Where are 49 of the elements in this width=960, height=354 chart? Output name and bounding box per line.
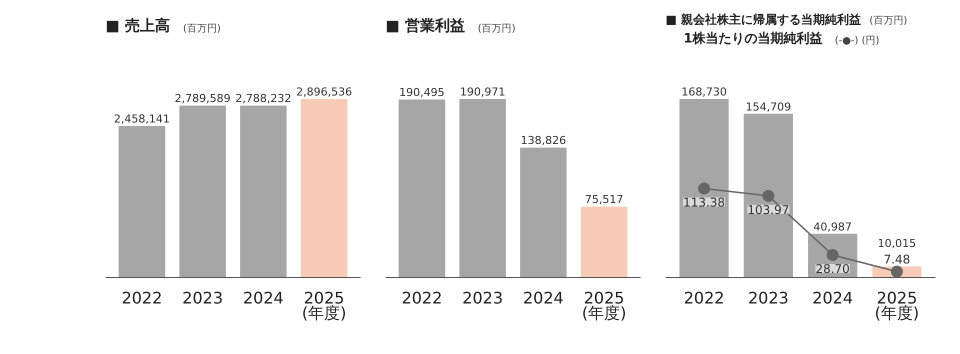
x-tick-label: 2023 [462,288,503,308]
point [890,266,903,278]
bar [459,99,506,278]
x-tick-label: 2022 [122,288,162,308]
bar [398,99,446,278]
x-tick-label: 2024 [812,288,853,308]
bar [118,126,166,278]
data-label: 28.70 [815,262,850,276]
data-label: 10,015 [878,236,916,250]
data-label: 103.97 [747,202,790,217]
data-label: 2,789,589 [174,92,231,106]
x-tick-label: 2022 [684,288,724,308]
data-label: 40,987 [813,220,852,234]
x-tick-label: 2025 (年度) [874,288,920,323]
chart-title: ■ 売上高 [106,16,170,34]
x-tick-label: 2024 [523,288,564,308]
chart-title: ■ 営業利益 [386,16,465,34]
bar [679,99,729,278]
point [762,190,774,202]
x-tick-label: 2025 (年度) [302,288,346,323]
bar [179,106,226,278]
data-label: 190,495 [399,86,445,99]
data-label: 7.48 [884,252,910,267]
x-tick-label: 2023 [748,288,789,308]
data-label: 2,896,536 [296,86,352,98]
y-axis-title: (百万円) [869,16,908,26]
chart-title: ■ 親会社株主に帰属する当期純利益 [666,12,862,26]
data-label: 75,517 [584,193,624,206]
data-label: 168,730 [681,86,727,98]
chart-subtitle: 1株当たりの当期純利益 [684,30,823,46]
x-tick-label: 2023 [182,288,223,308]
x-tick-label: 2024 [243,288,284,308]
bar [580,206,628,278]
data-label: 138,826 [520,134,566,148]
y2-axis-title: (-●-) (円) [834,36,880,46]
x-tick-label: 2025 (年度) [582,288,626,323]
bar [744,114,793,278]
data-label: 154,709 [746,100,792,114]
bar [520,148,567,278]
data-label: 2,458,141 [114,112,170,126]
y-axis-title: (百万円) [478,24,516,34]
data-label: 113.38 [683,196,726,210]
data-label: 2,788,232 [235,92,292,106]
bar [240,106,287,278]
bar [300,99,348,278]
point [698,182,710,194]
y-axis-title: (百万円) [183,24,221,34]
data-label: 190,971 [460,86,506,98]
x-tick-label: 2022 [402,288,442,308]
